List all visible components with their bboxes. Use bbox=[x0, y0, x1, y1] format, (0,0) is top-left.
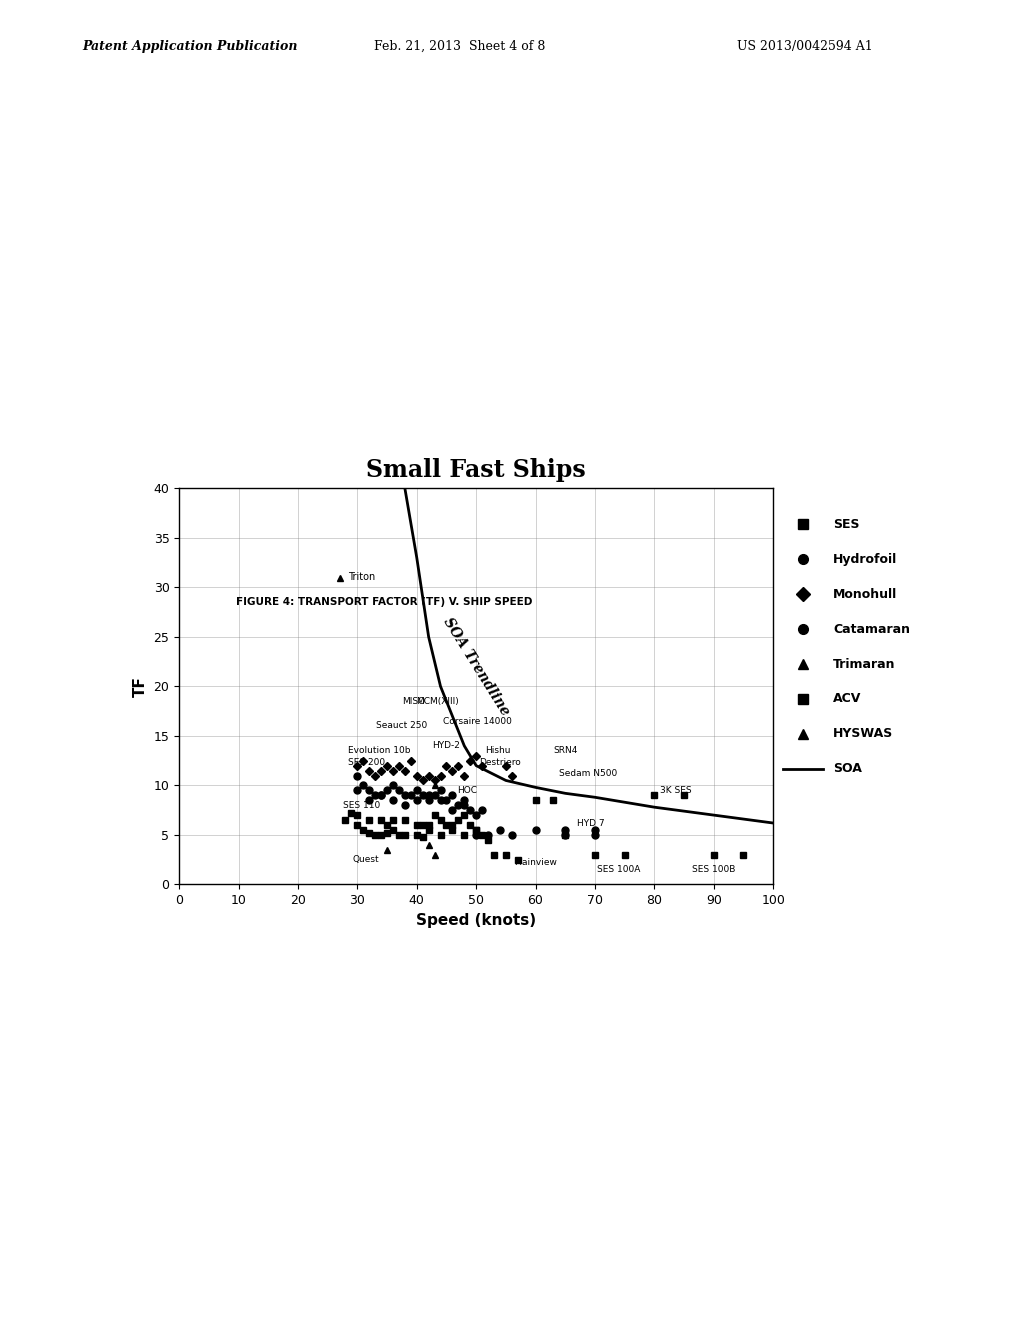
Text: SOA: SOA bbox=[834, 762, 862, 775]
X-axis label: Speed (knots): Speed (knots) bbox=[416, 912, 537, 928]
Text: Trimaran: Trimaran bbox=[834, 657, 896, 671]
Text: Feb. 21, 2013  Sheet 4 of 8: Feb. 21, 2013 Sheet 4 of 8 bbox=[374, 40, 545, 53]
Text: MISO: MISO bbox=[402, 697, 425, 706]
Title: Small Fast Ships: Small Fast Ships bbox=[367, 458, 586, 482]
Text: HOC: HOC bbox=[458, 785, 477, 795]
Text: SOA Trendline: SOA Trendline bbox=[440, 615, 512, 718]
Text: SES: SES bbox=[834, 517, 859, 531]
Text: SES 100A: SES 100A bbox=[597, 865, 640, 874]
Text: SES 100B: SES 100B bbox=[692, 865, 735, 874]
Text: HYD-2: HYD-2 bbox=[432, 742, 461, 750]
Text: Hishu: Hishu bbox=[485, 746, 511, 755]
Text: Patent Application Publication: Patent Application Publication bbox=[82, 40, 297, 53]
Text: Triton: Triton bbox=[348, 573, 376, 582]
Text: Monohull: Monohull bbox=[834, 587, 897, 601]
Y-axis label: TF: TF bbox=[133, 676, 148, 697]
Text: Hydrofoil: Hydrofoil bbox=[834, 553, 897, 566]
Text: SES 110: SES 110 bbox=[342, 801, 380, 809]
Text: Plainview: Plainview bbox=[514, 858, 557, 867]
Text: SRN4: SRN4 bbox=[553, 746, 578, 755]
Text: Quest: Quest bbox=[353, 855, 380, 865]
Text: Seauct 250: Seauct 250 bbox=[376, 722, 428, 730]
Text: Sedam N500: Sedam N500 bbox=[559, 770, 617, 777]
Text: MCM(XIII): MCM(XIII) bbox=[416, 697, 459, 706]
Text: ACV: ACV bbox=[834, 693, 861, 705]
Text: US 2013/0042594 A1: US 2013/0042594 A1 bbox=[737, 40, 873, 53]
Text: FIGURE 4: TRANSPORT FACTOR (TF) V. SHIP SPEED: FIGURE 4: TRANSPORT FACTOR (TF) V. SHIP … bbox=[236, 597, 531, 607]
Text: Destriero: Destriero bbox=[479, 758, 521, 767]
Text: 3K SES: 3K SES bbox=[660, 785, 692, 795]
Text: Corsaire 14000: Corsaire 14000 bbox=[443, 717, 512, 726]
Text: Catamaran: Catamaran bbox=[834, 623, 910, 636]
Text: SES 200: SES 200 bbox=[348, 758, 386, 767]
Text: HYSWAS: HYSWAS bbox=[834, 727, 893, 741]
Text: Evolution 10b: Evolution 10b bbox=[348, 746, 411, 755]
Text: HYD 7: HYD 7 bbox=[578, 818, 605, 828]
